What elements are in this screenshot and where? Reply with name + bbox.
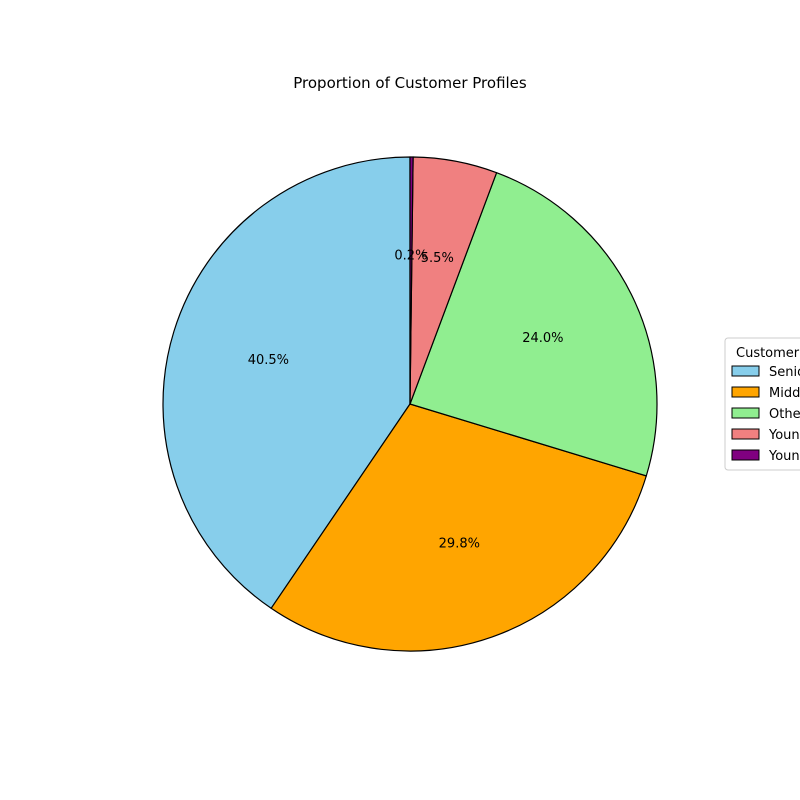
legend-label-4: Youn xyxy=(768,428,800,443)
pie-slice-1 xyxy=(162,156,411,609)
legend-label-3: Othe xyxy=(769,407,800,422)
pie-label-3: 24.0% xyxy=(522,331,563,346)
legend-items: Senio Midd Othe Youn Youn xyxy=(731,365,800,464)
legend-swatch-3 xyxy=(731,407,760,419)
pie-percentage-labels: 40.5% 29.8% 24.0% 5.5%0.2% xyxy=(248,248,564,551)
legend-swatch-5 xyxy=(731,449,760,461)
pie-label-1: 40.5% xyxy=(248,353,289,368)
pie-slice-2 xyxy=(270,403,647,652)
legend-title: Customer xyxy=(736,346,800,361)
pie-label-2: 29.8% xyxy=(439,536,480,551)
pie-slices xyxy=(162,156,658,652)
pie-slice-3 xyxy=(409,172,658,477)
legend-swatch-2 xyxy=(731,386,760,398)
legend: Customer Senio Midd Othe Youn Youn xyxy=(724,337,800,471)
legend-label-1: Senio xyxy=(769,365,800,380)
pie-label-5: 0.2% xyxy=(394,248,427,263)
legend-label-2: Midd xyxy=(769,386,800,401)
legend-swatch-1 xyxy=(731,365,760,377)
pie-label-4: 5.5% xyxy=(421,251,454,266)
chart-title: Proportion of Customer Profiles xyxy=(293,74,527,92)
legend-label-5: Youn xyxy=(768,449,800,464)
pie-slice-5 xyxy=(409,156,414,405)
legend-swatch-4 xyxy=(731,428,760,440)
